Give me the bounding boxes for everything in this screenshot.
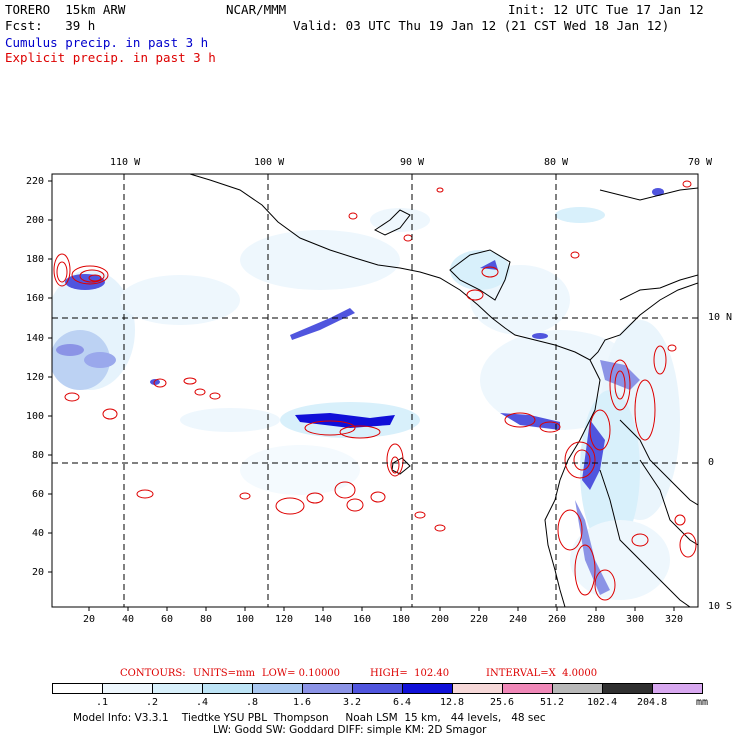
lat-lon-grid bbox=[52, 174, 698, 607]
x-tick: 200 bbox=[431, 614, 450, 625]
x-tick: 180 bbox=[392, 614, 411, 625]
x-tick: 280 bbox=[587, 614, 606, 625]
forecast-hour: Fcst: 39 h bbox=[5, 18, 96, 33]
contours-units: UNITS=mm bbox=[193, 668, 255, 679]
model-info-line2: LW: Godd SW: Goddard DIFF: simple KM: 2D… bbox=[213, 724, 487, 736]
lon-label-80w: 80 W bbox=[544, 157, 569, 168]
x-tick: 220 bbox=[470, 614, 489, 625]
colorbar-label: .2 bbox=[146, 697, 159, 708]
colorbar-label: 6.4 bbox=[393, 697, 412, 708]
y-tick: 220 bbox=[26, 176, 45, 187]
cumulus-precip-label: Cumulus precip. in past 3 h bbox=[5, 35, 209, 50]
x-tick: 320 bbox=[665, 614, 684, 625]
x-tick: 120 bbox=[275, 614, 294, 625]
colorbar-swatch bbox=[252, 683, 303, 694]
colorbar-swatch bbox=[352, 683, 403, 694]
coastlines bbox=[189, 174, 698, 607]
colorbar-label: .1 bbox=[96, 697, 109, 708]
colorbar-swatch bbox=[52, 683, 103, 694]
y-tick: 60 bbox=[32, 489, 45, 500]
contours-label: CONTOURS: bbox=[120, 668, 186, 679]
colorbar-label: 3.2 bbox=[343, 697, 362, 708]
lat-label-10n: 10 N bbox=[708, 312, 733, 323]
y-tick: 120 bbox=[26, 372, 45, 383]
colorbar-swatch bbox=[202, 683, 253, 694]
colorbar-swatch bbox=[452, 683, 503, 694]
x-tick: 20 bbox=[83, 614, 96, 625]
model-info-line1: Model Info: V3.3.1 Tiedtke YSU PBL Thomp… bbox=[73, 712, 546, 724]
colorbar-swatch bbox=[302, 683, 353, 694]
y-tick: 180 bbox=[26, 254, 45, 265]
contours-interval: INTERVAL=X 4.0000 bbox=[486, 668, 598, 679]
y-tick: 100 bbox=[26, 411, 45, 422]
colorbar-swatch bbox=[402, 683, 453, 694]
cumulus-heavy bbox=[65, 188, 664, 595]
x-tick: 140 bbox=[314, 614, 333, 625]
x-tick: 80 bbox=[200, 614, 213, 625]
x-tick: 40 bbox=[122, 614, 135, 625]
colorbar-label: 1.6 bbox=[293, 697, 312, 708]
colorbar-swatch bbox=[602, 683, 653, 694]
init-time: Init: 12 UTC Tue 17 Jan 12 bbox=[508, 2, 704, 17]
organization: NCAR/MMM bbox=[226, 2, 287, 17]
colorbar-swatch bbox=[552, 683, 603, 694]
tick-marks bbox=[48, 180, 675, 611]
lat-label-10s: 10 S bbox=[708, 601, 733, 612]
explicit-precip-label: Explicit precip. in past 3 h bbox=[5, 50, 216, 65]
lon-label-70w: 70 W bbox=[688, 157, 713, 168]
colorbar-swatch bbox=[652, 683, 703, 694]
colorbar-label: .8 bbox=[246, 697, 259, 708]
x-tick: 260 bbox=[548, 614, 567, 625]
y-tick: 20 bbox=[32, 567, 45, 578]
valid-time: Valid: 03 UTC Thu 19 Jan 12 (21 CST Wed … bbox=[293, 18, 670, 33]
colorbar-unit: mm bbox=[696, 697, 709, 708]
y-tick: 80 bbox=[32, 450, 45, 461]
colorbar-swatch bbox=[102, 683, 153, 694]
x-tick: 160 bbox=[353, 614, 372, 625]
colorbar-label: 102.4 bbox=[587, 697, 618, 708]
colorbar-swatch bbox=[502, 683, 553, 694]
colorbar-label: 51.2 bbox=[540, 697, 565, 708]
colorbar-label: 12.8 bbox=[440, 697, 465, 708]
colorbar-label: 25.6 bbox=[490, 697, 515, 708]
y-tick: 160 bbox=[26, 293, 45, 304]
x-tick: 300 bbox=[626, 614, 645, 625]
lon-label-100w: 100 W bbox=[254, 157, 285, 168]
plot-frame bbox=[51, 173, 699, 608]
x-tick: 100 bbox=[236, 614, 255, 625]
y-tick: 40 bbox=[32, 528, 45, 539]
lat-label-0: 0 bbox=[708, 457, 715, 468]
lon-label-90w: 90 W bbox=[400, 157, 425, 168]
x-tick: 240 bbox=[509, 614, 528, 625]
colorbar-label: 204.8 bbox=[637, 697, 668, 708]
y-tick: 200 bbox=[26, 215, 45, 226]
colorbar-swatch bbox=[152, 683, 203, 694]
x-tick: 60 bbox=[161, 614, 174, 625]
lon-label-110w: 110 W bbox=[110, 157, 141, 168]
explicit-contours bbox=[53, 180, 697, 601]
colorbar-label: .4 bbox=[196, 697, 209, 708]
y-tick: 140 bbox=[26, 333, 45, 344]
contours-low: LOW= 0.10000 bbox=[262, 668, 341, 679]
contours-high: HIGH= 102.40 bbox=[370, 668, 450, 679]
model-name: TORERO 15km ARW bbox=[5, 2, 126, 17]
